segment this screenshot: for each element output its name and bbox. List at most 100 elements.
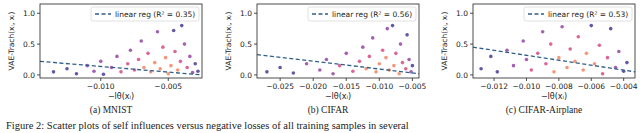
x-tick-label: −0.008 (545, 82, 573, 91)
scatter-point (496, 70, 500, 74)
frame (473, 4, 635, 78)
x-tick-label: −0.025 (266, 82, 294, 91)
scatter-point (305, 62, 309, 66)
y-tick (254, 13, 257, 14)
scatter-point (391, 24, 395, 28)
scatter-point (142, 66, 146, 70)
scatter-point (278, 66, 282, 70)
scatter-point (544, 62, 548, 66)
x-tick-label: −0.004 (610, 82, 638, 91)
scatter-point (541, 30, 545, 34)
scatter-point (399, 42, 403, 46)
x-tick (494, 78, 495, 81)
legend: linear reg (R² = 0.53) (524, 7, 632, 21)
scatter-point (479, 67, 483, 71)
scatter-point (188, 55, 192, 59)
scatter-point (325, 58, 329, 62)
scatter-point (153, 61, 157, 65)
x-tick-label: −0.012 (480, 82, 508, 91)
scatter-point (158, 67, 162, 71)
scatter-point (99, 60, 103, 64)
scatter-point (331, 72, 335, 76)
scatter-point (536, 52, 540, 56)
panel: −0.012−0.010−0.008−0.006−0.0040.00.51.0−… (440, 4, 638, 116)
y-tick (254, 74, 257, 75)
scatter-point (609, 27, 613, 31)
scatter-point (358, 60, 362, 64)
scatter-point (557, 56, 561, 60)
scatter-point (625, 61, 629, 65)
y-tick-label: 0.0 (23, 71, 35, 80)
legend-box (91, 7, 199, 21)
x-tick (526, 78, 527, 81)
legend: linear reg (R² = 0.35) (91, 7, 199, 21)
scatter-point (129, 48, 133, 52)
scatter-point (368, 55, 372, 59)
scatter-point (606, 56, 610, 60)
scatter-point (161, 45, 165, 49)
y-tick (37, 13, 40, 14)
regression-line (40, 61, 202, 75)
x-tick (379, 78, 380, 81)
scatter-point (193, 62, 197, 66)
scatter-point (552, 70, 556, 74)
scatter-point (92, 69, 96, 73)
y-tick (37, 74, 40, 75)
scatter-point (394, 52, 398, 56)
scatter-point (292, 71, 296, 75)
regression-line (257, 55, 419, 74)
legend-box (524, 7, 632, 21)
x-tick (168, 78, 169, 81)
scatter-point (374, 70, 378, 74)
x-tick-label: −0.005 (399, 82, 427, 91)
x-tick-label: −0.015 (332, 82, 360, 91)
x-tick-label: −0.010 (513, 82, 541, 91)
panel-caption: (c) CIFAR-Airplane (506, 105, 583, 116)
scatter-point (65, 67, 69, 71)
scatter-point (568, 47, 572, 51)
legend-swatch (312, 13, 328, 14)
scatter-point (525, 58, 529, 62)
scatter-point (404, 67, 408, 71)
x-tick (591, 78, 592, 81)
plot-area (40, 24, 202, 76)
scatter-point (585, 52, 589, 56)
figure: −0.010 −0.005 0.0 0.5 1.0 −lθ(xᵢ) VAE-Trach(xᵢ… (0, 0, 640, 133)
x-tick-label: −0.010 (87, 82, 115, 91)
scatter-point (179, 60, 183, 64)
scatter-point (401, 61, 405, 65)
y-tick-label: 1.0 (240, 9, 252, 18)
scatter-point (407, 58, 411, 62)
scatter-point (601, 72, 605, 76)
y-axis-label: VAE-Trach(xᵢ, xᵢ) (224, 12, 233, 71)
scatter-point (156, 30, 160, 34)
scatter-point (351, 69, 355, 73)
legend-swatch (528, 13, 544, 14)
legend: linear reg (R² = 0.56) (308, 7, 416, 21)
x-tick (346, 78, 347, 81)
legend-label: linear reg (R² = 0.35) (115, 10, 195, 19)
x-axis-label: −lθ(xᵢ) (541, 92, 567, 101)
scatter-point (581, 68, 585, 72)
panel-caption: (a) MNIST (90, 105, 133, 116)
scatter-point (384, 56, 388, 60)
y-tick-label: 0.5 (240, 40, 252, 49)
y-tick (37, 44, 40, 45)
scatter-point (411, 64, 415, 68)
scatter-point (589, 24, 593, 28)
scatter-point (381, 48, 385, 52)
y-tick (470, 74, 473, 75)
x-tick-label: −0.005 (154, 82, 182, 91)
scatter-point (102, 73, 106, 77)
scatter-point (172, 29, 176, 33)
y-axis-label: VAE-Trach(xᵢ, xᵢ) (440, 12, 449, 71)
scatter-point (385, 27, 389, 31)
scatter-point (265, 70, 269, 74)
legend-swatch (95, 13, 111, 14)
panel: −0.010−0.0050.00.51.0−lθ(xᵢ)VAE-Trach(xᵢ… (7, 4, 202, 116)
scatter-point (115, 55, 119, 59)
x-axis-label: −lθ(xᵢ) (325, 92, 351, 101)
scatter-point (173, 50, 177, 54)
x-tick-label: −0.006 (577, 82, 605, 91)
frame (40, 4, 202, 78)
